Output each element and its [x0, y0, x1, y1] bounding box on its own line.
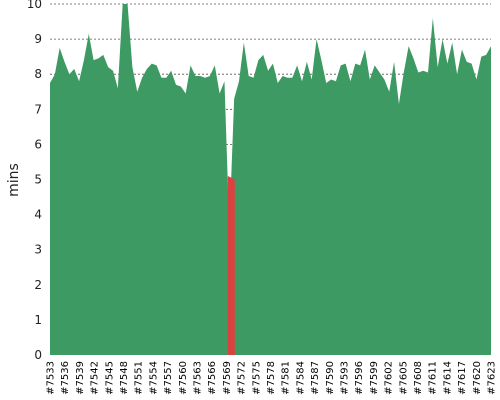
x-tick-label: #7590	[325, 361, 336, 395]
x-tick-label: #7605	[398, 361, 409, 395]
series-area	[50, 4, 491, 355]
x-tick-label: #7584	[295, 361, 306, 395]
x-tick-label: #7623	[487, 361, 498, 395]
x-tick-label: #7548	[119, 361, 130, 395]
y-tick-label: 5	[34, 173, 42, 187]
x-tick-label: #7596	[354, 361, 365, 395]
x-tick-label: #7617	[457, 361, 468, 395]
x-tick-label: #7533	[46, 361, 57, 395]
x-tick-label: #7539	[75, 361, 86, 395]
y-tick-label: 2	[34, 278, 42, 292]
x-tick-label: #7611	[428, 361, 439, 395]
x-tick-label: #7602	[384, 361, 395, 395]
x-tick-label: #7551	[134, 361, 145, 395]
x-tick-label: #7557	[163, 361, 174, 395]
x-tick-label: #7566	[207, 361, 218, 395]
x-tick-label: #7554	[148, 361, 159, 395]
y-tick-label: 9	[34, 32, 42, 46]
y-axis-title: mins	[6, 163, 22, 197]
y-tick-label: 3	[34, 243, 42, 257]
area-series	[50, 4, 491, 355]
y-tick-label: 8	[34, 67, 42, 81]
y-tick-label: 10	[27, 0, 42, 11]
x-tick-label: #7608	[413, 361, 424, 395]
y-tick-label: 1	[34, 313, 42, 327]
y-tick-label: 6	[34, 137, 42, 151]
x-tick-label: #7599	[369, 361, 380, 395]
x-tick-label: #7581	[281, 361, 292, 395]
x-tick-label: #7569	[222, 361, 233, 395]
y-axis: 0 1 2 3 4 5 6 7 8 9 10	[27, 0, 42, 362]
x-tick-label: #7560	[178, 361, 189, 395]
x-tick-label: #7542	[90, 361, 101, 395]
x-tick-label: #7593	[340, 361, 351, 395]
x-tick-label: #7575	[251, 361, 262, 395]
x-tick-label: #7563	[193, 361, 204, 395]
x-tick-label: #7578	[266, 361, 277, 395]
x-tick-label: #7545	[104, 361, 115, 395]
x-tick-label: #7614	[442, 361, 453, 395]
y-tick-label: 4	[34, 208, 42, 222]
x-tick-label: #7536	[60, 361, 71, 395]
x-tick-label: #7587	[310, 361, 321, 395]
x-tick-label: #7620	[472, 361, 483, 395]
y-tick-label: 7	[34, 102, 42, 116]
y-tick-label: 0	[34, 348, 42, 362]
highlight-band	[227, 175, 235, 355]
x-tick-label: #7572	[237, 361, 248, 395]
x-axis: #7533 #7536 #7539 #7542 #7545 #7548 #7551 #7554…	[46, 361, 498, 395]
